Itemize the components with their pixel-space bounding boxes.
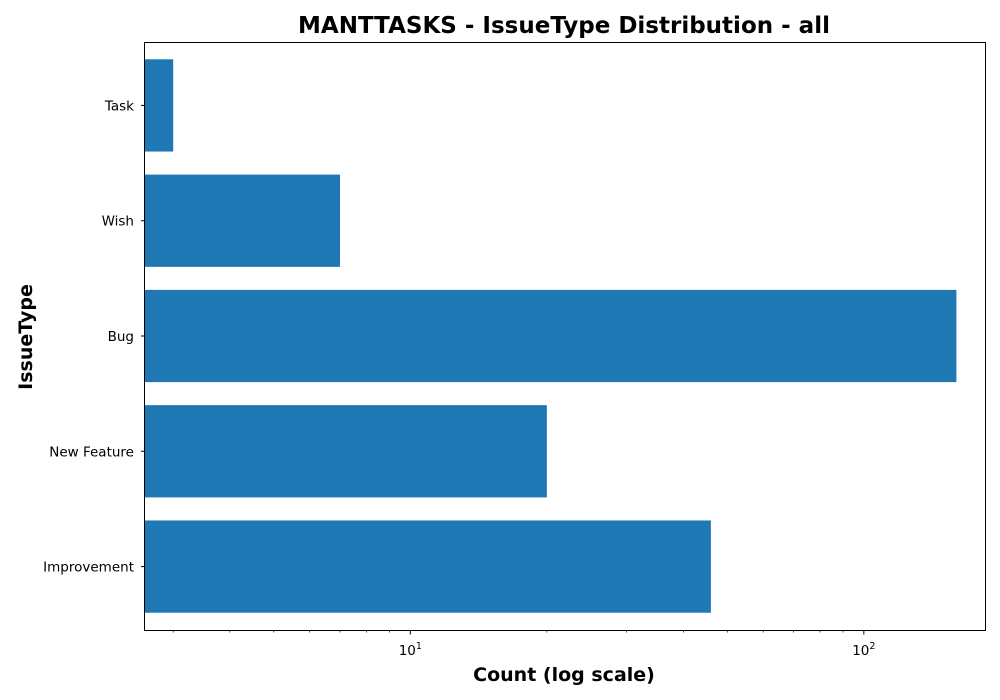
bar-improvement: [145, 520, 711, 613]
bars-group: [145, 59, 957, 613]
x-ticks-group: 101 102: [399, 630, 875, 659]
chart-title: MANTTASKS - IssueType Distribution - all: [298, 13, 830, 39]
y-tick-label-wish: Wish: [102, 214, 134, 230]
x-tick-label: 101: [399, 641, 422, 659]
x-tick-label: 102: [852, 641, 875, 659]
x-tick-label-exponent: 2: [869, 641, 875, 652]
bar-wish: [145, 174, 341, 267]
x-tick-label-exponent: 1: [416, 641, 422, 652]
x-tick-label-base: 10: [852, 643, 869, 659]
bar-new-feature: [145, 405, 547, 498]
plot-frame: [144, 42, 986, 631]
x-axis-label: Count (log scale): [473, 664, 655, 686]
x-tick-label-base: 10: [399, 643, 416, 659]
bar-task: [145, 59, 174, 152]
y-tick-label-improvement: Improvement: [43, 560, 134, 576]
y-axis-label: IssueType: [15, 284, 37, 390]
y-tick-label-task: Task: [104, 98, 134, 114]
y-ticks-group: Task Wish Bug New Feature Improvement: [43, 98, 145, 576]
y-tick-label-new-feature: New Feature: [49, 444, 134, 460]
y-tick-label-bug: Bug: [108, 329, 134, 345]
bar-bug: [145, 289, 957, 383]
